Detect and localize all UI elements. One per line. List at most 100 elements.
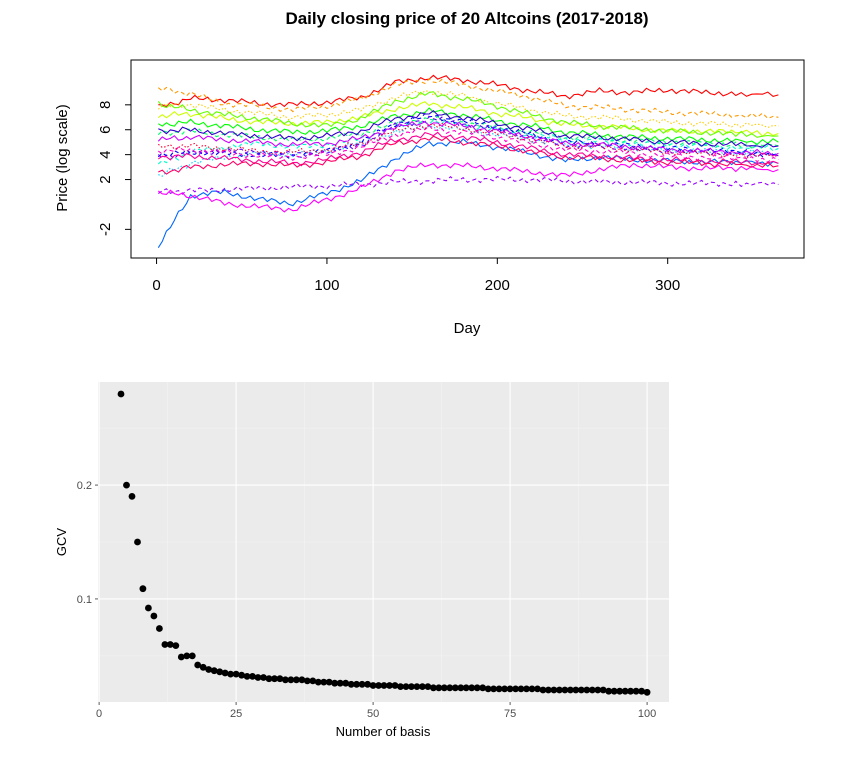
chart2-point bbox=[282, 676, 289, 684]
chart2-point bbox=[567, 686, 574, 694]
chart2-x-tick-label: 25 bbox=[230, 708, 242, 720]
chart1-y-tick-label: 2 bbox=[97, 175, 114, 183]
chart2-point bbox=[605, 687, 613, 695]
chart2-point bbox=[150, 612, 158, 620]
chart2-x-tick-label: 100 bbox=[638, 708, 656, 720]
chart2-point bbox=[123, 481, 130, 489]
chart2-point bbox=[577, 686, 585, 694]
chart2-point bbox=[435, 684, 443, 692]
chart2-point bbox=[479, 684, 487, 692]
chart2-x-axis: 0 25 50 75 100 bbox=[96, 702, 656, 720]
chart2-point bbox=[490, 685, 497, 693]
chart2-point bbox=[199, 663, 207, 671]
chart2-point bbox=[276, 675, 284, 683]
chart2-point bbox=[210, 667, 218, 675]
chart1-title: Daily closing price of 20 Altcoins (2017… bbox=[285, 9, 648, 28]
chart2-point bbox=[550, 686, 558, 694]
chart2-point bbox=[298, 676, 306, 684]
chart2-point bbox=[232, 670, 240, 678]
chart1-series-line bbox=[158, 74, 779, 108]
chart2-point bbox=[632, 687, 640, 695]
chart2-point bbox=[402, 683, 410, 690]
chart1-series-line bbox=[157, 91, 779, 138]
chart2-point bbox=[386, 682, 393, 689]
chart2-point bbox=[572, 686, 580, 694]
chart2-point bbox=[364, 680, 371, 688]
chart2-point bbox=[194, 661, 202, 669]
chart1-series-line bbox=[157, 118, 779, 165]
chart2-point bbox=[331, 679, 339, 687]
chart2-y-axis: 0.1 0.2 bbox=[77, 480, 98, 606]
chart2-point bbox=[545, 686, 552, 694]
chart1-series-line bbox=[157, 115, 779, 149]
chart1-plot-frame bbox=[130, 59, 805, 259]
chart2-point bbox=[523, 685, 530, 693]
chart2-point bbox=[457, 684, 465, 692]
chart1-y-tick-label: 8 bbox=[97, 101, 114, 109]
chart2-point bbox=[166, 641, 174, 648]
chart2-point bbox=[188, 652, 196, 660]
chart1-y-tick-label: 6 bbox=[97, 126, 114, 134]
chart2-point bbox=[177, 653, 185, 661]
chart2-point bbox=[391, 682, 399, 689]
chart2-point bbox=[265, 675, 273, 683]
chart2-point bbox=[375, 682, 382, 689]
chart2-point bbox=[320, 678, 328, 686]
chart2-point bbox=[309, 677, 317, 685]
chart2-point bbox=[468, 684, 476, 692]
chart2-point bbox=[145, 604, 152, 612]
chart2-point bbox=[462, 684, 470, 692]
chart1-x-tick-label: 100 bbox=[314, 277, 339, 294]
chart2-point bbox=[627, 687, 634, 695]
chart2-point bbox=[238, 671, 246, 679]
chart2-point bbox=[216, 668, 224, 676]
chart1-series-line bbox=[158, 109, 779, 148]
chart2-point bbox=[287, 676, 295, 684]
chart2-point bbox=[484, 685, 492, 693]
chart2-point bbox=[599, 686, 607, 694]
chart2-point bbox=[397, 683, 404, 690]
chart2-point bbox=[561, 686, 569, 694]
chart2-point bbox=[314, 678, 322, 686]
chart1-series-line bbox=[157, 112, 779, 159]
chart1-series-line bbox=[158, 135, 779, 175]
chart1-y-axis-label: Price (log scale) bbox=[54, 104, 71, 212]
chart2-point bbox=[172, 642, 180, 649]
chart2-point bbox=[260, 674, 267, 681]
chart1-series-line bbox=[158, 131, 779, 167]
chart2-point bbox=[583, 686, 591, 694]
chart2-x-tick-label: 0 bbox=[96, 708, 102, 720]
chart2-point bbox=[205, 666, 213, 673]
chart2-point bbox=[451, 684, 459, 692]
chart1-series-line bbox=[157, 124, 779, 164]
chart2-point bbox=[556, 686, 563, 694]
chart2-point bbox=[183, 652, 191, 660]
chart2-point bbox=[303, 677, 311, 685]
chart1-x-axis: 0 100 200 300 bbox=[152, 258, 680, 294]
chart2-points bbox=[117, 390, 651, 696]
chart2-point bbox=[271, 675, 278, 683]
chart1-y-tick-label: 4 bbox=[97, 150, 114, 158]
chart2-point bbox=[353, 680, 360, 688]
chart2-point bbox=[539, 686, 547, 694]
chart2-point bbox=[249, 673, 256, 680]
chart1-series-line bbox=[157, 122, 779, 160]
chart2-x-tick-label: 50 bbox=[367, 708, 379, 720]
chart2-point bbox=[473, 684, 481, 692]
chart2-point bbox=[534, 685, 541, 693]
chart1-x-tick-label: 300 bbox=[655, 277, 680, 294]
chart2-point bbox=[610, 687, 618, 695]
chart2-point bbox=[495, 685, 503, 693]
chart2-y-axis-label: GCV bbox=[54, 528, 69, 557]
chart1-y-axis: -2 2 4 6 8 bbox=[97, 101, 131, 236]
chart1-x-tick-label: 0 bbox=[152, 277, 160, 294]
chart2-point bbox=[128, 493, 136, 500]
chart2-point bbox=[347, 680, 355, 688]
chart2-point bbox=[227, 670, 235, 678]
gcv-scatter-chart: 0 25 50 75 100 0.1 0.2 Number of basis GCV bbox=[54, 382, 669, 739]
chart2-point bbox=[643, 688, 651, 696]
chart2-point bbox=[336, 679, 344, 687]
altcoin-price-chart: Daily closing price of 20 Altcoins (2017… bbox=[54, 9, 805, 337]
chart2-point bbox=[254, 674, 262, 681]
